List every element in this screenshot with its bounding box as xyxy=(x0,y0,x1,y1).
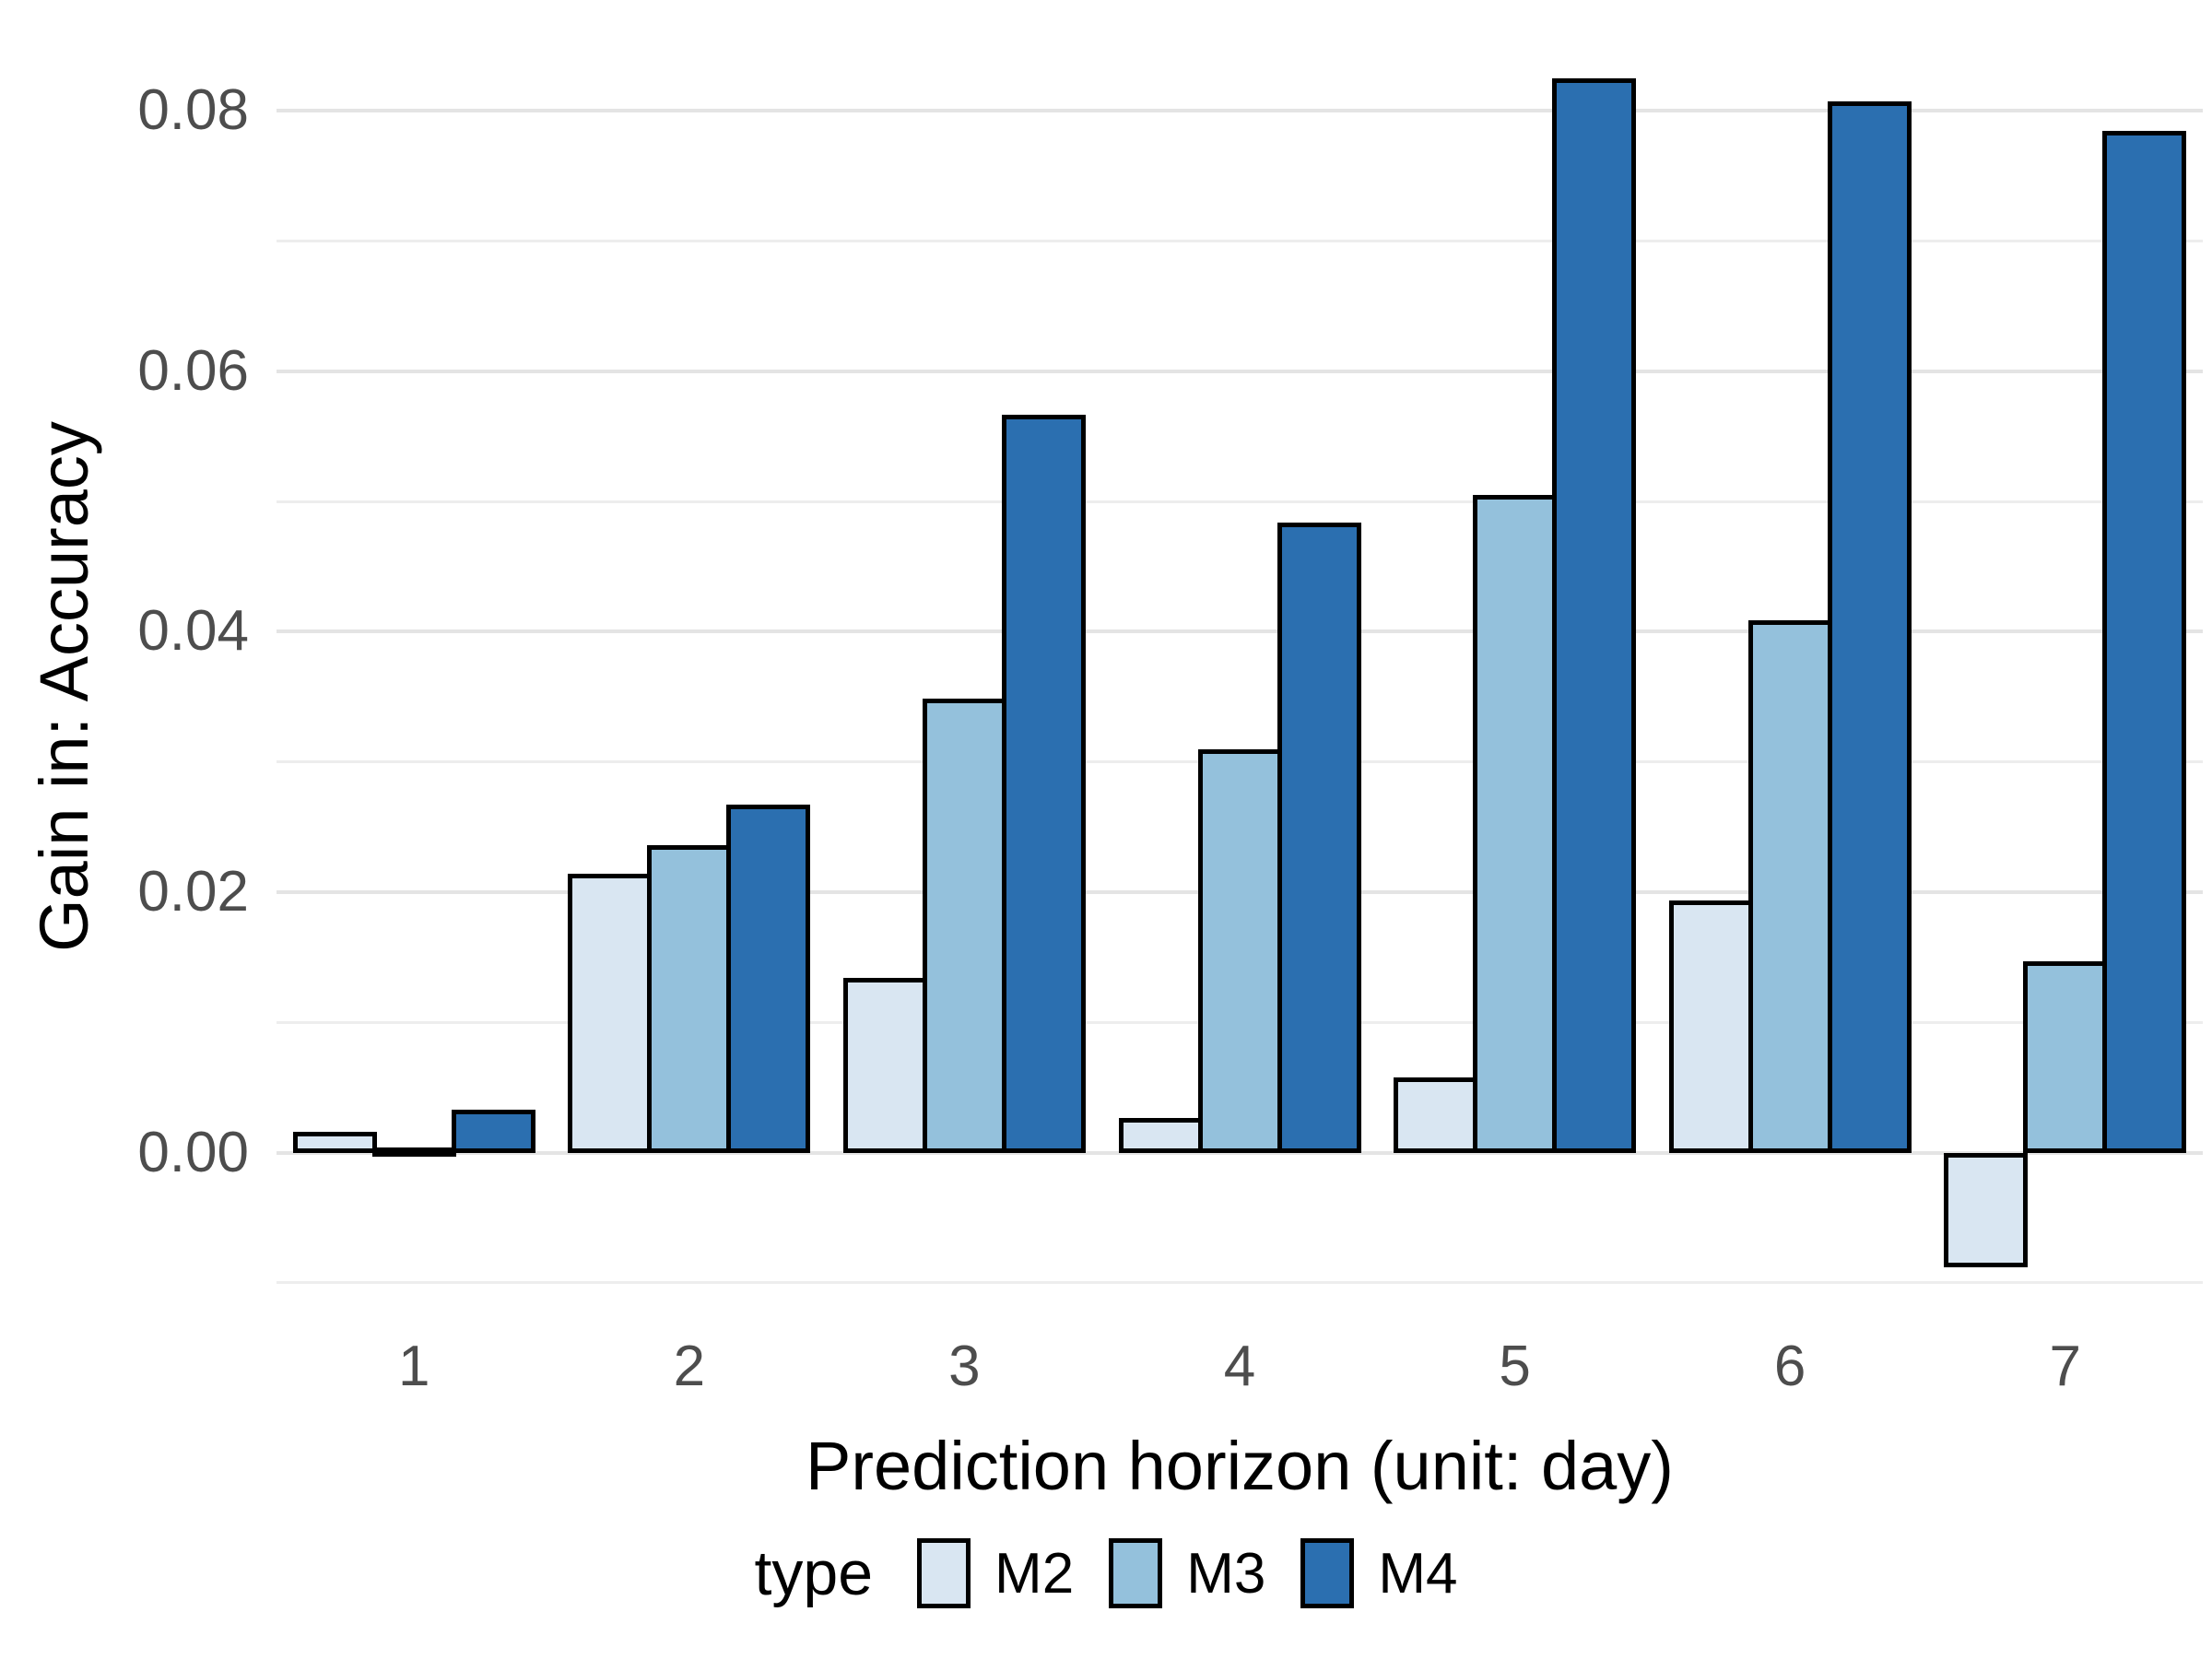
bar-m4-day2 xyxy=(726,805,811,1153)
x-tick-label-3: 3 xyxy=(948,1335,981,1398)
x-tick-label-6: 6 xyxy=(1773,1335,1806,1398)
bar-m2-day5 xyxy=(1394,1077,1478,1153)
bar-m4-day6 xyxy=(1827,101,1912,1153)
legend-swatch-m2 xyxy=(917,1538,971,1608)
plot-panel xyxy=(276,18,2203,1327)
bar-m4-day3 xyxy=(1001,414,1086,1153)
x-tick-label-7: 7 xyxy=(2049,1335,2081,1398)
x-axis-title: Prediction horizon (unit: day) xyxy=(806,1428,1674,1504)
y-tick-label-0.06: 0.06 xyxy=(137,338,249,403)
major-gridline-0.08 xyxy=(276,109,2203,113)
bar-m3-day1 xyxy=(371,1147,456,1157)
legend-item-m3: M3 xyxy=(1109,1538,1265,1608)
bar-m2-day3 xyxy=(842,978,927,1153)
bar-m2-day1 xyxy=(292,1132,377,1153)
y-tick-label-0.08: 0.08 xyxy=(137,78,249,143)
major-gridline-0.04 xyxy=(276,629,2203,634)
bar-m4-day7 xyxy=(2102,130,2187,1153)
legend-swatch-m3 xyxy=(1109,1538,1163,1608)
bar-m3-day6 xyxy=(1747,619,1832,1153)
bar-m2-day4 xyxy=(1118,1117,1203,1153)
bar-m2-day2 xyxy=(568,874,653,1153)
bar-m2-day6 xyxy=(1668,900,1753,1153)
legend-label-m2: M2 xyxy=(994,1541,1075,1606)
legend-label-m3: M3 xyxy=(1186,1541,1266,1606)
bar-m4-day4 xyxy=(1277,522,1361,1153)
y-tick-label-0.02: 0.02 xyxy=(137,860,249,924)
bar-m2-day7 xyxy=(1944,1152,2029,1267)
minor-gridline--0.01 xyxy=(276,1281,2203,1285)
y-tick-label-0.00: 0.00 xyxy=(137,1120,249,1184)
y-tick-label-0.04: 0.04 xyxy=(137,599,249,664)
legend: type M2 M3 M4 xyxy=(0,1523,2212,1624)
bar-m3-day3 xyxy=(922,698,1006,1153)
x-tick-label-2: 2 xyxy=(673,1335,706,1398)
bar-m3-day2 xyxy=(647,845,732,1153)
x-tick-label-4: 4 xyxy=(1223,1335,1256,1398)
bar-m4-day1 xyxy=(451,1110,535,1153)
legend-item-m2: M2 xyxy=(917,1538,1074,1608)
legend-swatch-m4 xyxy=(1300,1538,1355,1608)
minor-gridline-0.05 xyxy=(276,500,2203,503)
bar-m3-day7 xyxy=(2023,960,2108,1153)
x-tick-label-1: 1 xyxy=(398,1335,430,1398)
major-gridline-0.00 xyxy=(276,1150,2203,1155)
legend-label-m4: M4 xyxy=(1378,1541,1458,1606)
minor-gridline-0.07 xyxy=(276,240,2203,243)
bar-m4-day5 xyxy=(1552,77,1637,1153)
legend-title: type xyxy=(754,1538,874,1608)
bar-m3-day4 xyxy=(1197,748,1282,1153)
major-gridline-0.06 xyxy=(276,369,2203,373)
legend-item-m4: M4 xyxy=(1300,1538,1457,1608)
bar-m3-day5 xyxy=(1473,495,1558,1153)
x-tick-label-5: 5 xyxy=(1499,1335,1531,1398)
